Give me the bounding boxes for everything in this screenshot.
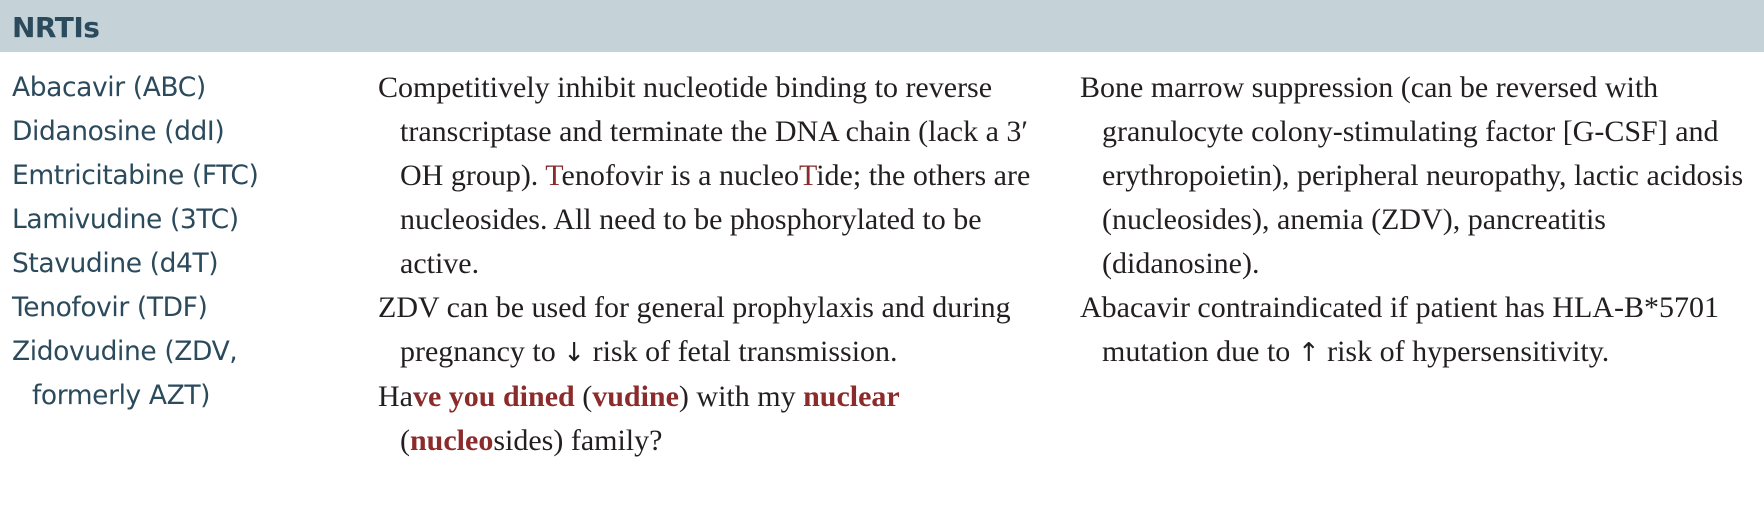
mechanism-text: Competitively inhibit nucleotide binding… [378, 71, 1028, 192]
table-header: NRTIs [0, 0, 1764, 52]
mnemonic-text: ) with my [678, 380, 804, 413]
section-title: NRTIs [12, 11, 100, 44]
highlight-letter: T [545, 159, 562, 192]
drug-tenofovir: Tenofovir (TDF) [12, 292, 208, 323]
mnemonic-text: ( [400, 424, 410, 457]
mechanism-text: ide; the others are nucleosides. All nee… [400, 159, 1031, 280]
drug-lamivudine: Lamivudine (3TC) [12, 204, 239, 235]
mnemonic-highlight: nucleo [410, 424, 494, 457]
contraindication-paragraph: Abacavir contraindicated if patient has … [1080, 286, 1760, 375]
mechanism-column: Competitively inhibit nucleotide binding… [378, 66, 1038, 463]
drug-emtricitabine: Emtricitabine (FTC) [12, 160, 259, 191]
drug-didanosine: Didanosine (ddI) [12, 116, 225, 147]
drug-stavudine: Stavudine (d4T) [12, 248, 219, 279]
prophylaxis-paragraph: ZDV can be used for general prophylaxis … [378, 286, 1038, 375]
drug-abacavir: Abacavir (ABC) [12, 72, 206, 103]
table-body: Abacavir (ABC) Didanosine (ddI) Emtricit… [0, 52, 1764, 506]
prophylaxis-text: ZDV can be used for general prophylaxis … [378, 291, 1011, 368]
up-arrow-icon: ↑ [1297, 338, 1320, 368]
mnemonic-text: Ha [378, 380, 413, 413]
toxicity-paragraph: Bone marrow suppression (can be reversed… [1080, 71, 1744, 280]
mnemonic-highlight: vudine [592, 380, 679, 413]
prophylaxis-text: risk of fetal transmission. [585, 335, 898, 368]
drug-list: Abacavir (ABC) Didanosine (ddI) Emtricit… [12, 66, 342, 418]
toxicity-column: Bone marrow suppression (can be reversed… [1080, 66, 1760, 375]
highlight-letter: T [798, 159, 817, 192]
mnemonic-text: sides) family? [493, 424, 663, 457]
drug-zidovudine: Zidovudine (ZDV, formerly AZT) [12, 336, 238, 411]
mechanism-paragraph: Competitively inhibit nucleotide binding… [378, 66, 1038, 286]
mechanism-text: enofovir is a nucleo [561, 159, 799, 192]
mnemonic-highlight: nuclear [803, 380, 900, 413]
down-arrow-icon: ↓ [563, 338, 586, 368]
mnemonic-text: ( [574, 380, 593, 413]
mnemonic-paragraph: Have you dined (vudine) with my nuclear … [378, 375, 1038, 463]
contraindication-text: Abacavir contraindicated if patient has … [1080, 291, 1719, 368]
contraindication-text: risk of hypersensitivity. [1319, 335, 1610, 368]
mnemonic-highlight: ve you dined [412, 380, 575, 413]
